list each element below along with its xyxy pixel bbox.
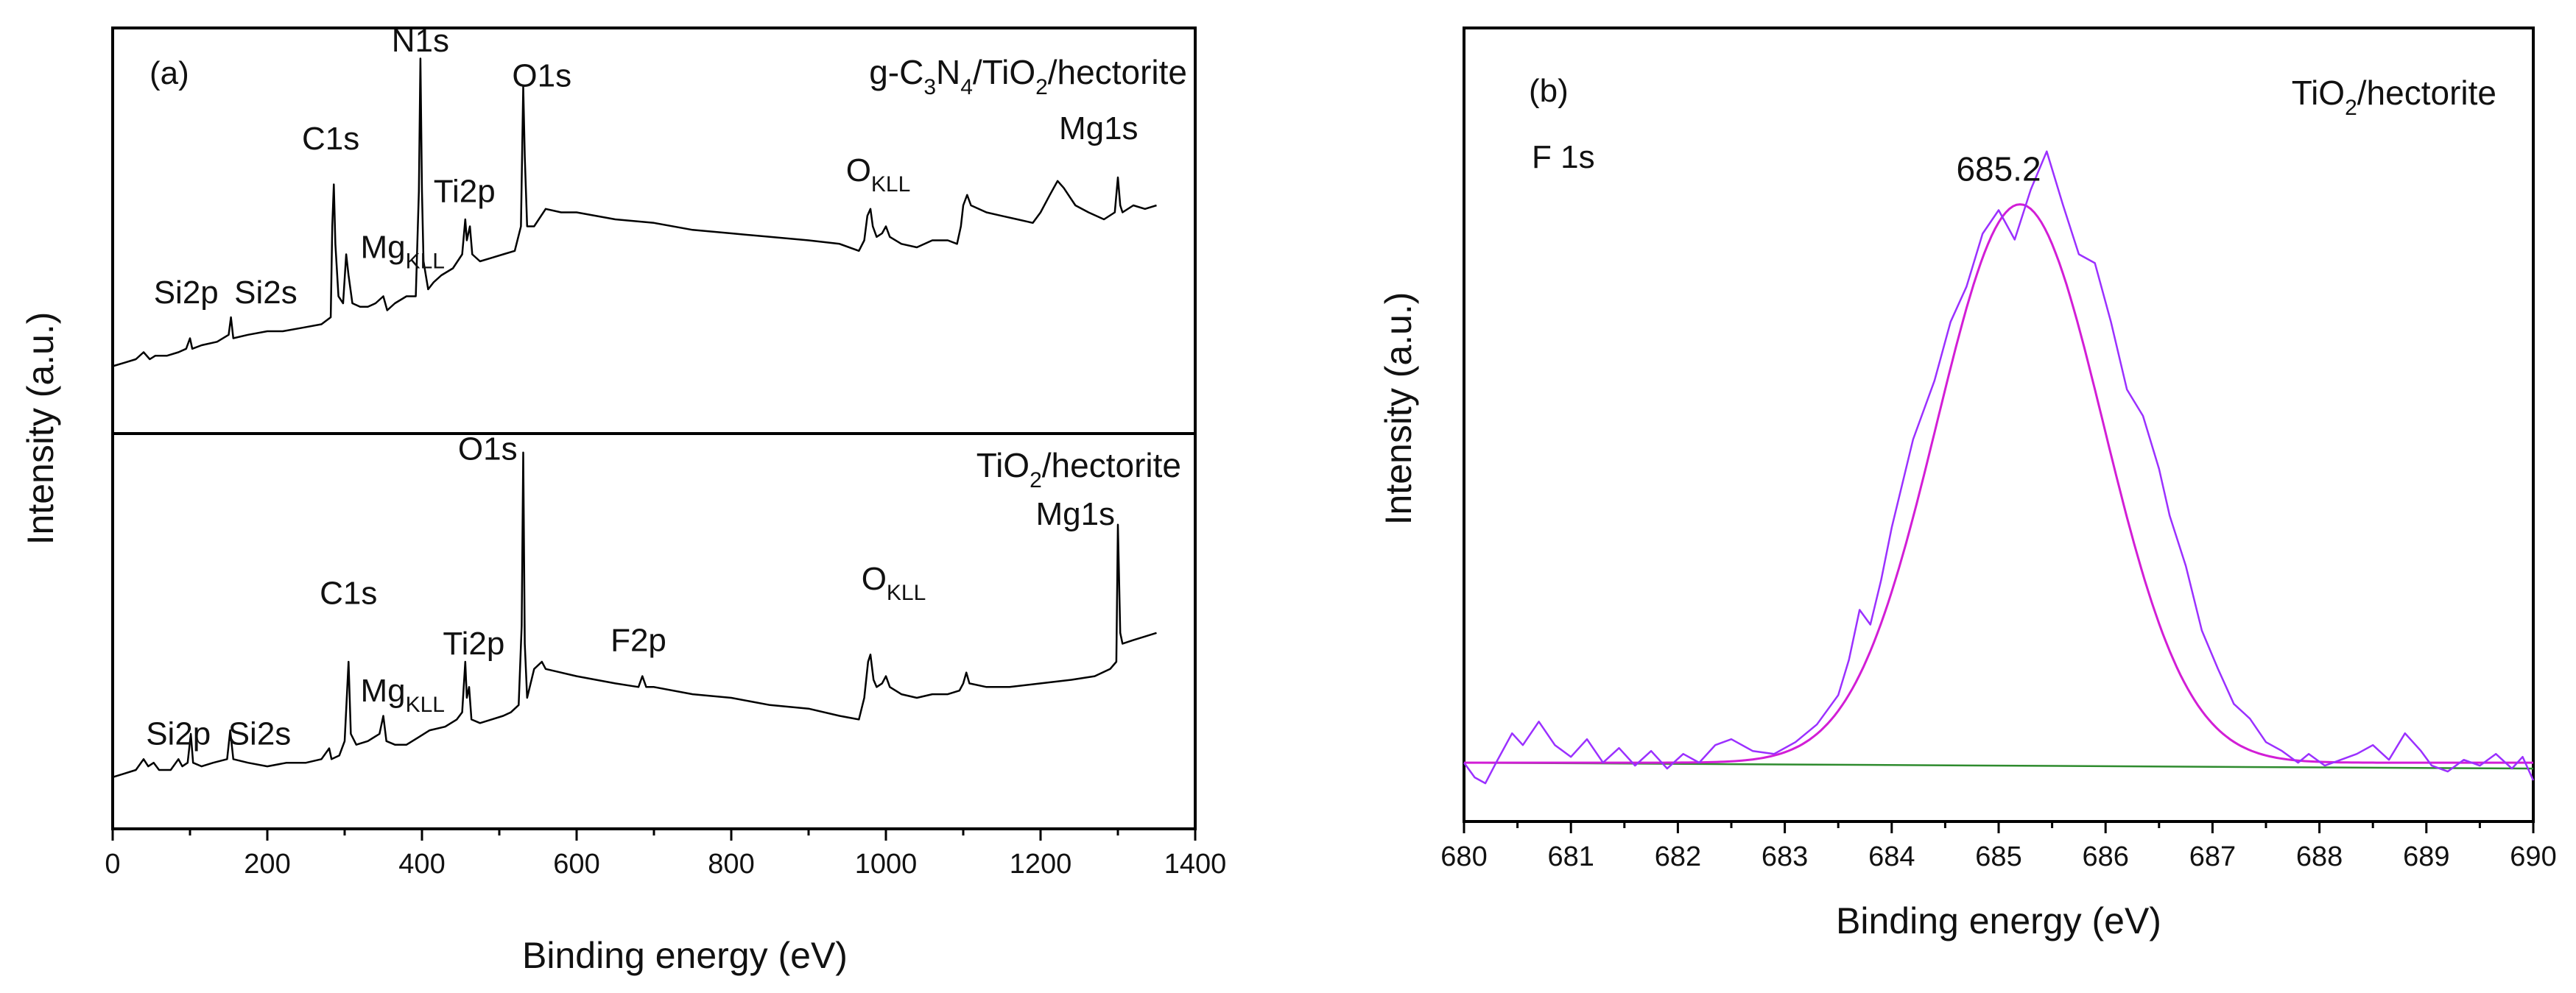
panel-a-x-tick-label: 600 [553, 849, 599, 880]
panel-b-x-tick-label: 687 [2189, 841, 2236, 872]
panel-b-x-tick-label: 688 [2296, 841, 2343, 872]
panel-b-x-tick-label: 681 [1547, 841, 1594, 872]
panel-a-label: (a) [149, 55, 189, 91]
panel-b-label: (b) [1529, 73, 1569, 109]
panel-b-x-axis: 680 681 682 683 684 685 686 687 688 689 690 [1440, 821, 2557, 872]
peak-label: N1s [392, 23, 449, 59]
gaussian-fit-curve [1464, 203, 2533, 764]
peak-label: OKLL [862, 561, 926, 605]
panel-a-x-tick-label: 1000 [855, 849, 918, 880]
region-label-f1s: F 1s [1532, 139, 1595, 175]
panel-a-xlabel: Binding energy (eV) [522, 935, 848, 976]
peak-label: OKLL [846, 152, 911, 197]
peak-label: Si2p [146, 716, 211, 752]
panel-a-x-tick-label: 800 [708, 849, 754, 880]
panel-b-x-tick-label: 683 [1762, 841, 1808, 872]
panel-a: 0 200 400 600 800 1000 1200 1400 N1s O1s C1s Ti2p S… [20, 23, 1226, 976]
panel-b-x-tick-label: 685 [1975, 841, 2021, 872]
spectrum-gcn-tio2-hectorite [112, 57, 1157, 367]
peak-label-685-2: 685.2 [1956, 150, 2041, 188]
panel-b-x-tick-label: 680 [1440, 841, 1487, 872]
panel-b-xlabel: Binding energy (eV) [1836, 900, 2161, 941]
panel-b-x-tick-label: 686 [2082, 841, 2128, 872]
peak-label: Ti2p [443, 626, 504, 662]
panel-b-x-tick-label: 684 [1868, 841, 1915, 872]
peak-label: Mg1s [1059, 110, 1139, 146]
peak-label: Si2s [228, 716, 292, 752]
panel-a-x-tick-label: 1400 [1164, 849, 1227, 880]
peak-label: C1s [320, 576, 377, 612]
peak-label: O1s [458, 431, 518, 467]
peak-label: Mg1s [1035, 496, 1115, 532]
peak-label: C1s [302, 121, 359, 157]
legend-tio2-hectorite: TiO2/hectorite [976, 446, 1181, 492]
panel-a-x-tick-label: 1200 [1010, 849, 1072, 880]
peak-label: F2p [610, 622, 666, 658]
peak-label: Si2p [154, 275, 219, 311]
panel-a-top-plot [112, 57, 1157, 367]
f1s-raw-spectrum [1463, 150, 2535, 785]
panel-a-x-tick-label: 200 [244, 849, 290, 880]
panel-a-peak-labels: N1s O1s C1s Ti2p Si2p Si2s MgKLL OKLL Mg1s O1s C1s… [146, 23, 1138, 752]
panel-a-ylabel: Intensity (a.u.) [20, 312, 61, 545]
spectrum-tio2-hectorite [112, 451, 1157, 778]
legend-gcn-tio2-hectorite: g-C3N4/TiO2/hectorite [869, 53, 1187, 99]
peak-label: MgKLL [360, 673, 445, 717]
panel-a-x-axis: 0 200 400 600 800 1000 1200 1400 [105, 829, 1226, 880]
panel-b-ylabel: Intensity (a.u.) [1378, 292, 1419, 526]
peak-label: Si2s [234, 275, 298, 311]
panel-a-bottom-plot [112, 451, 1157, 778]
panel-a-x-tick-label: 400 [398, 849, 445, 880]
panel-a-x-tick-label: 0 [105, 849, 120, 880]
panel-b-x-tick-label: 690 [2510, 841, 2556, 872]
sample-label-tio2-hectorite: TiO2/hectorite [2292, 74, 2496, 120]
peak-label: MgKLL [360, 229, 445, 273]
peak-label: Ti2p [434, 173, 496, 209]
panel-b-x-tick-label: 682 [1655, 841, 1701, 872]
peak-label: O1s [512, 58, 571, 94]
panel-b: 680 681 682 683 684 685 686 687 688 689 690 (b) F … [1378, 26, 2557, 941]
panel-b-x-tick-label: 689 [2403, 841, 2449, 872]
